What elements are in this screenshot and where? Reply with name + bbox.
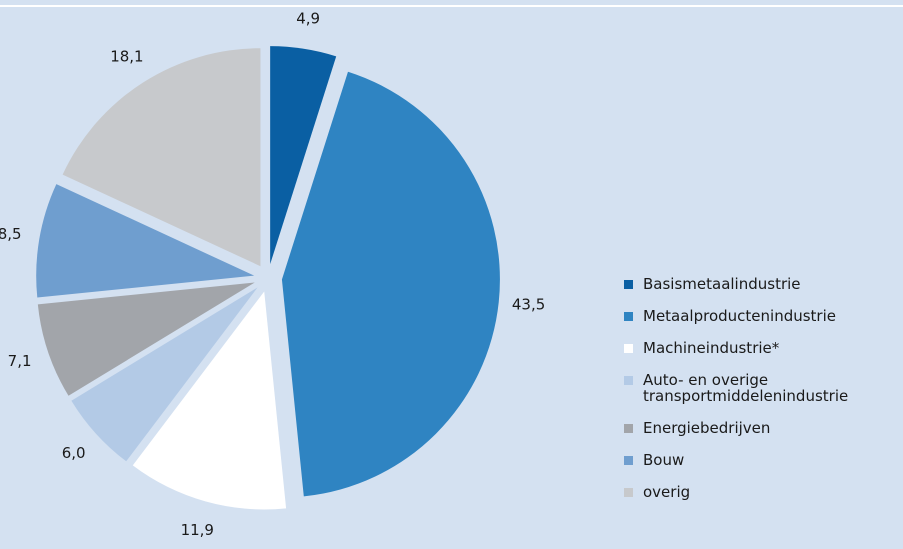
- value-label: 18,1: [110, 48, 143, 66]
- legend-label: Bouw: [643, 451, 685, 469]
- legend-swatch: [624, 280, 633, 289]
- legend-swatch: [624, 344, 633, 353]
- legend-swatch: [624, 312, 633, 321]
- pie-slice: [132, 291, 287, 510]
- legend-item: Auto- en overige transportmiddelenindust…: [624, 372, 874, 404]
- legend-label: overig: [643, 483, 691, 501]
- legend-item: overig: [624, 484, 874, 500]
- value-label: 43,5: [512, 296, 545, 314]
- pie-slice: [37, 282, 255, 396]
- legend: Basismetaalindustrie Metaalproductenindus…: [624, 276, 874, 516]
- pie-slice: [270, 46, 337, 265]
- pie-slice: [281, 71, 500, 497]
- value-label: 8,5: [0, 225, 22, 243]
- legend-item: Machineindustrie*: [624, 340, 874, 356]
- legend-item: Metaalproductenindustrie: [624, 308, 874, 324]
- legend-item: Basismetaalindustrie: [624, 276, 874, 292]
- legend-item: Energiebedrijven: [624, 420, 874, 436]
- legend-swatch: [624, 456, 633, 465]
- legend-label: Machineindustrie*: [643, 339, 780, 357]
- legend-item: Bouw: [624, 452, 874, 468]
- legend-label: Basismetaalindustrie: [643, 275, 801, 293]
- legend-label: Energiebedrijven: [643, 419, 771, 437]
- pie-slice: [62, 48, 261, 267]
- value-label: 6,0: [62, 444, 86, 462]
- value-label: 4,9: [296, 10, 320, 28]
- legend-swatch: [624, 488, 633, 497]
- value-label: 11,9: [181, 521, 214, 539]
- legend-swatch: [624, 376, 633, 385]
- legend-label: Auto- en overige transportmiddelenindust…: [643, 371, 849, 405]
- legend-swatch: [624, 424, 633, 433]
- value-label: 7,1: [8, 352, 32, 370]
- legend-label: Metaalproductenindustrie: [643, 307, 836, 325]
- pie-slice: [71, 287, 258, 462]
- pie-slice: [36, 184, 255, 298]
